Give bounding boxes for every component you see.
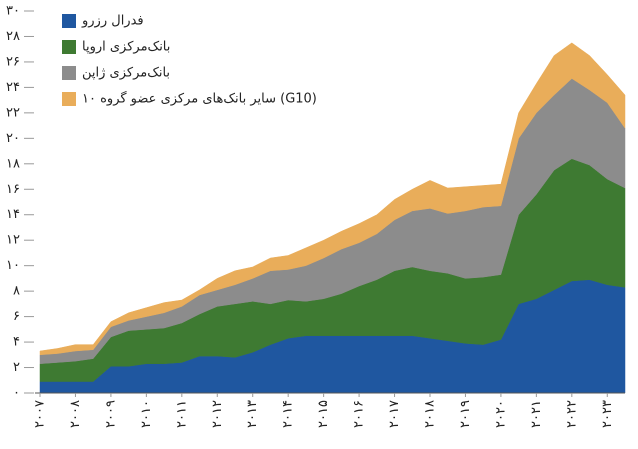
y-tick-label: ۱۶	[6, 182, 20, 197]
x-tick-label: ۲۰۱۴	[281, 400, 296, 428]
y-tick-label: ۲۶	[6, 54, 20, 69]
x-tick-label: ۲۰۱۷	[387, 400, 402, 428]
x-tick-label: ۲۰۱۵	[316, 400, 331, 428]
y-tick-label: ۲	[13, 360, 20, 375]
legend-label: فدرال رزرو	[81, 14, 144, 29]
y-tick-label: ۲۸	[6, 29, 20, 44]
legend-swatch	[62, 14, 76, 28]
y-tick-label: ۲۴	[6, 80, 20, 95]
y-tick-label: ۰	[13, 386, 20, 401]
area	[39, 42, 626, 356]
y-tick-label: ۱۰	[6, 258, 20, 273]
y-tick-label: ۱۲	[6, 233, 20, 248]
x-tick-label: ۲۰۰۸	[68, 400, 83, 428]
x-tick-label: ۲۰۲۰	[493, 400, 508, 428]
x-tick-label: ۲۰۰۹	[103, 400, 118, 428]
y-tick-label: ۲۲	[6, 105, 20, 120]
y-tick-label: ۶	[13, 309, 20, 324]
x-tick-label: ۲۰۲۳	[600, 400, 615, 428]
y-tick-label: ۲۰	[6, 131, 20, 146]
y-tick-label: ۱۴	[6, 207, 20, 222]
x-tick-label: ۲۰۱۶	[352, 400, 367, 428]
y-tick-label: ۱۸	[6, 156, 20, 171]
x-tick-label: ۲۰۱۸	[423, 400, 438, 428]
y-tick-label: ۳۰	[6, 4, 20, 19]
x-tick-label: ۲۰۱۱	[174, 400, 189, 428]
x-tick-label: ۲۰۱۳	[245, 400, 260, 428]
legend-label: بانک‌مرکزی ژاپن	[82, 66, 170, 81]
x-tick-label: ۲۰۱۲	[210, 400, 225, 428]
x-tick-label: ۲۰۰۷	[33, 400, 48, 428]
x-tick-label: ۲۰۱۰	[139, 400, 154, 428]
y-tick-label: ۸	[13, 284, 20, 299]
legend-swatch	[62, 92, 76, 106]
legend-swatch	[62, 40, 76, 54]
legend-swatch	[62, 66, 76, 80]
x-tick-label: ۲۰۲۱	[529, 400, 544, 428]
legend-label: سایر بانک‌های مرکزی عضو گروه ۱۰ (G10)	[82, 91, 317, 107]
x-tick-label: ۲۰۲۲	[564, 400, 579, 428]
legend-label: بانک‌مرکزی اروپا	[82, 40, 170, 55]
x-tick-label: ۲۰۱۹	[458, 400, 473, 428]
y-tick-label: ۴	[13, 335, 20, 350]
